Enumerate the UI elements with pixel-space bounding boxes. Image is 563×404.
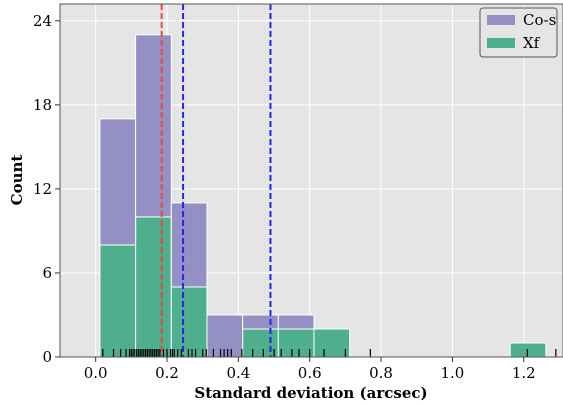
- x-tick-label-4: 0.8: [369, 364, 393, 382]
- bar-xf-4: [242, 328, 279, 358]
- bar-xf-0: [99, 244, 137, 358]
- x-axis-label: Standard deviation (arcsec): [194, 384, 427, 402]
- y-tick-label-1: 6: [42, 264, 52, 282]
- bar-xf-2: [170, 286, 208, 358]
- reference-lines: [160, 4, 272, 357]
- bar-co-s-3: [206, 314, 244, 358]
- x-tick-label-5: 1.0: [440, 364, 464, 382]
- y-tick-label-4: 24: [33, 12, 52, 30]
- x-tick-label-1: 0.2: [155, 364, 179, 382]
- y-tick-label-3: 18: [33, 96, 52, 114]
- legend-swatch-co-s: [487, 15, 515, 25]
- x-tick-label-2: 0.4: [226, 364, 250, 382]
- bar-co-s-4: [242, 314, 279, 330]
- x-axis: 0.0 0.2 0.4 0.6 0.8 1.0 1.2: [84, 357, 536, 382]
- bar-xf-1: [135, 216, 172, 358]
- legend-label-xf: Xf: [523, 34, 541, 52]
- plot-frame: [59, 3, 563, 358]
- bar-xf-6: [313, 328, 351, 358]
- x-tick-label-0: 0.0: [84, 364, 108, 382]
- legend-label-co-s: Co-s: [523, 11, 556, 29]
- bars: [99, 34, 547, 358]
- bar-co-s-5: [277, 314, 315, 330]
- y-axis: 0 6 12 18 24: [33, 12, 60, 366]
- y-axis-label: Count: [8, 155, 26, 206]
- x-tick-label-6: 1.2: [512, 364, 536, 382]
- legend-swatch-xf: [487, 38, 515, 48]
- legend: Co-s Xf: [479, 7, 558, 58]
- x-tick-label-3: 0.6: [298, 364, 322, 382]
- bar-xf-8: [509, 342, 547, 358]
- rug-marks: [102, 349, 557, 357]
- y-tick-label-0: 0: [42, 348, 52, 366]
- bar-co-s-0: [99, 118, 137, 246]
- bar-co-s-1: [135, 34, 172, 218]
- y-tick-label-2: 12: [33, 180, 52, 198]
- bar-co-s-2: [170, 202, 208, 288]
- bar-xf-5: [277, 328, 315, 358]
